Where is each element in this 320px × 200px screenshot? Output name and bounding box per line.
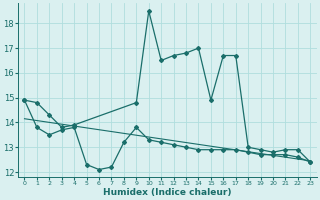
X-axis label: Humidex (Indice chaleur): Humidex (Indice chaleur) <box>103 188 232 197</box>
